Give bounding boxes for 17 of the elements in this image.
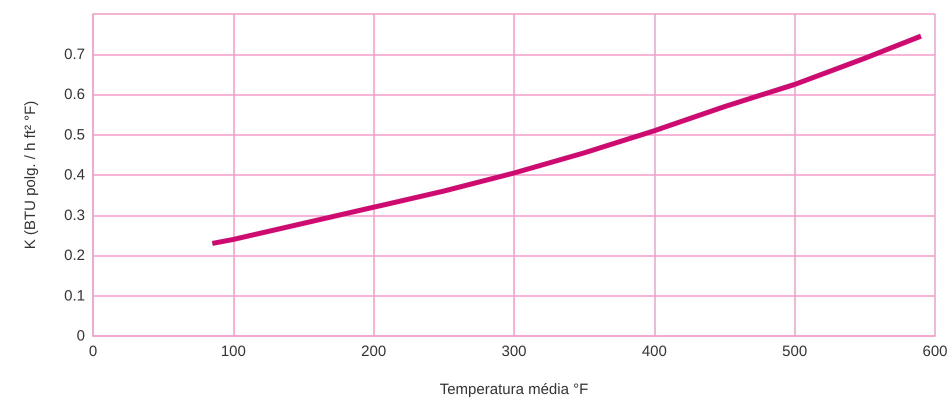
y-tick-label: 0.3: [64, 206, 85, 224]
x-tick-label: 300: [501, 343, 527, 360]
x-tick-label: 0: [88, 343, 98, 360]
y-axis-title: K (BTU polg. / h ft² °F): [22, 100, 39, 250]
x-tick-label: 100: [220, 343, 246, 360]
y-tick-label: 0.4: [64, 166, 85, 184]
x-axis-title: Temperatura média °F: [440, 381, 588, 398]
y-tick-label: 0.5: [64, 126, 85, 144]
x-tick-label: 500: [782, 343, 808, 360]
y-tick-label: 0.2: [64, 247, 85, 264]
x-tick-label: 200: [361, 343, 386, 360]
y-tick-label: 0.6: [64, 86, 85, 103]
y-tick-label: 0.7: [64, 46, 85, 63]
x-tick-label: 600: [922, 343, 948, 360]
x-tick-label: 400: [642, 343, 667, 360]
y-tick-label: 0.1: [64, 287, 85, 304]
y-tick-label: 0: [76, 328, 85, 344]
